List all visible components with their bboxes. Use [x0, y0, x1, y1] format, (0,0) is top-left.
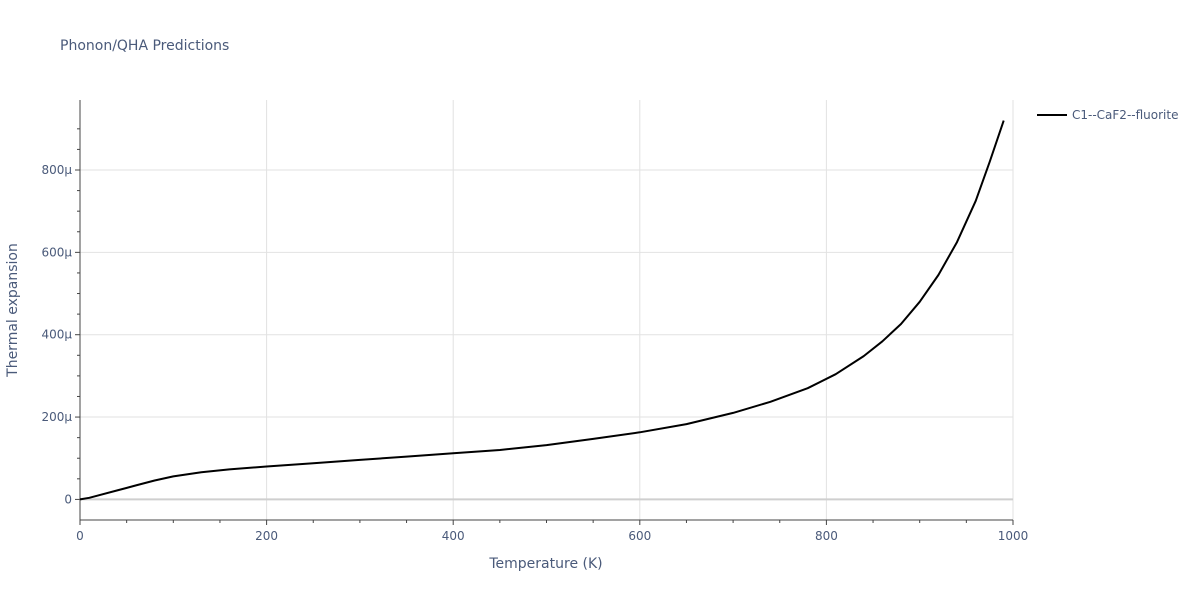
y-axis-title: Thermal expansion	[5, 243, 21, 378]
y-tick-label: 200μ	[41, 410, 72, 424]
tick-labels: 0 200 400 600 800 1000 0 200μ 400μ 600μ 800μ	[41, 163, 1028, 543]
x-tick-label: 1000	[998, 529, 1029, 543]
x-tick-label: 400	[442, 529, 465, 543]
legend[interactable]: C1--CaF2--fluorite	[1037, 108, 1178, 122]
x-axis-title: Temperature (K)	[488, 556, 602, 572]
grid-lines	[80, 100, 1014, 520]
x-tick-label: 600	[628, 529, 651, 543]
axes	[75, 100, 1014, 525]
y-tick-label: 600μ	[41, 245, 72, 259]
x-tick-label: 200	[255, 529, 278, 543]
legend-label: C1--CaF2--fluorite	[1072, 108, 1178, 122]
y-tick-label: 400μ	[41, 328, 72, 342]
chart-title: Phonon/QHA Predictions	[60, 38, 229, 54]
series-line[interactable]	[79, 120, 1005, 501]
y-tick-label: 0	[64, 492, 72, 506]
series-layer	[79, 120, 1005, 501]
x-tick-label: 800	[815, 529, 838, 543]
y-tick-label: 800μ	[41, 163, 72, 177]
x-tick-label: 0	[76, 529, 84, 543]
